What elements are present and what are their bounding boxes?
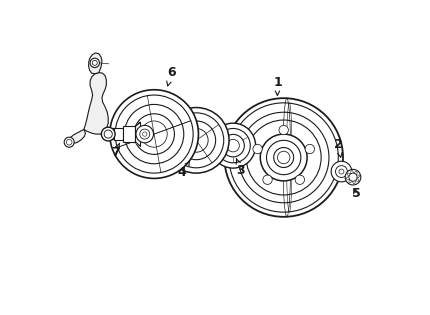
Circle shape xyxy=(331,161,352,182)
Text: 1: 1 xyxy=(273,76,282,95)
Circle shape xyxy=(115,95,193,173)
Circle shape xyxy=(274,147,294,168)
Polygon shape xyxy=(135,122,140,146)
Bar xyxy=(123,126,135,142)
Circle shape xyxy=(263,175,272,184)
Circle shape xyxy=(345,169,361,185)
Circle shape xyxy=(305,144,314,154)
Circle shape xyxy=(260,134,307,181)
Circle shape xyxy=(222,135,244,157)
Text: 6: 6 xyxy=(167,66,175,86)
Circle shape xyxy=(279,125,289,135)
Circle shape xyxy=(141,121,167,147)
Circle shape xyxy=(246,120,321,195)
Circle shape xyxy=(110,90,199,178)
Circle shape xyxy=(339,169,344,174)
Circle shape xyxy=(227,140,240,152)
Bar xyxy=(114,129,123,140)
Circle shape xyxy=(101,127,115,141)
Circle shape xyxy=(143,132,147,136)
Circle shape xyxy=(253,144,262,154)
Circle shape xyxy=(229,103,338,212)
Circle shape xyxy=(163,107,229,173)
Circle shape xyxy=(277,151,290,164)
Text: 2: 2 xyxy=(334,138,343,158)
Circle shape xyxy=(238,112,329,203)
Text: 5: 5 xyxy=(352,187,360,200)
Circle shape xyxy=(216,129,250,163)
Circle shape xyxy=(136,125,154,143)
Circle shape xyxy=(184,129,208,152)
Circle shape xyxy=(169,113,224,168)
Circle shape xyxy=(104,130,112,138)
Circle shape xyxy=(177,121,215,160)
Text: 4: 4 xyxy=(178,161,190,179)
Circle shape xyxy=(295,175,304,184)
Circle shape xyxy=(90,58,99,68)
Circle shape xyxy=(335,166,347,177)
Circle shape xyxy=(211,123,255,168)
Circle shape xyxy=(64,137,74,147)
Text: 7: 7 xyxy=(111,143,120,159)
Circle shape xyxy=(224,98,343,217)
Circle shape xyxy=(92,60,97,66)
Text: 3: 3 xyxy=(236,158,245,177)
Circle shape xyxy=(267,140,301,175)
Circle shape xyxy=(349,173,357,181)
Polygon shape xyxy=(69,129,86,143)
Circle shape xyxy=(134,114,175,154)
Polygon shape xyxy=(84,72,108,134)
Circle shape xyxy=(66,140,72,145)
Polygon shape xyxy=(89,53,102,74)
Circle shape xyxy=(124,104,184,164)
Circle shape xyxy=(140,129,150,139)
